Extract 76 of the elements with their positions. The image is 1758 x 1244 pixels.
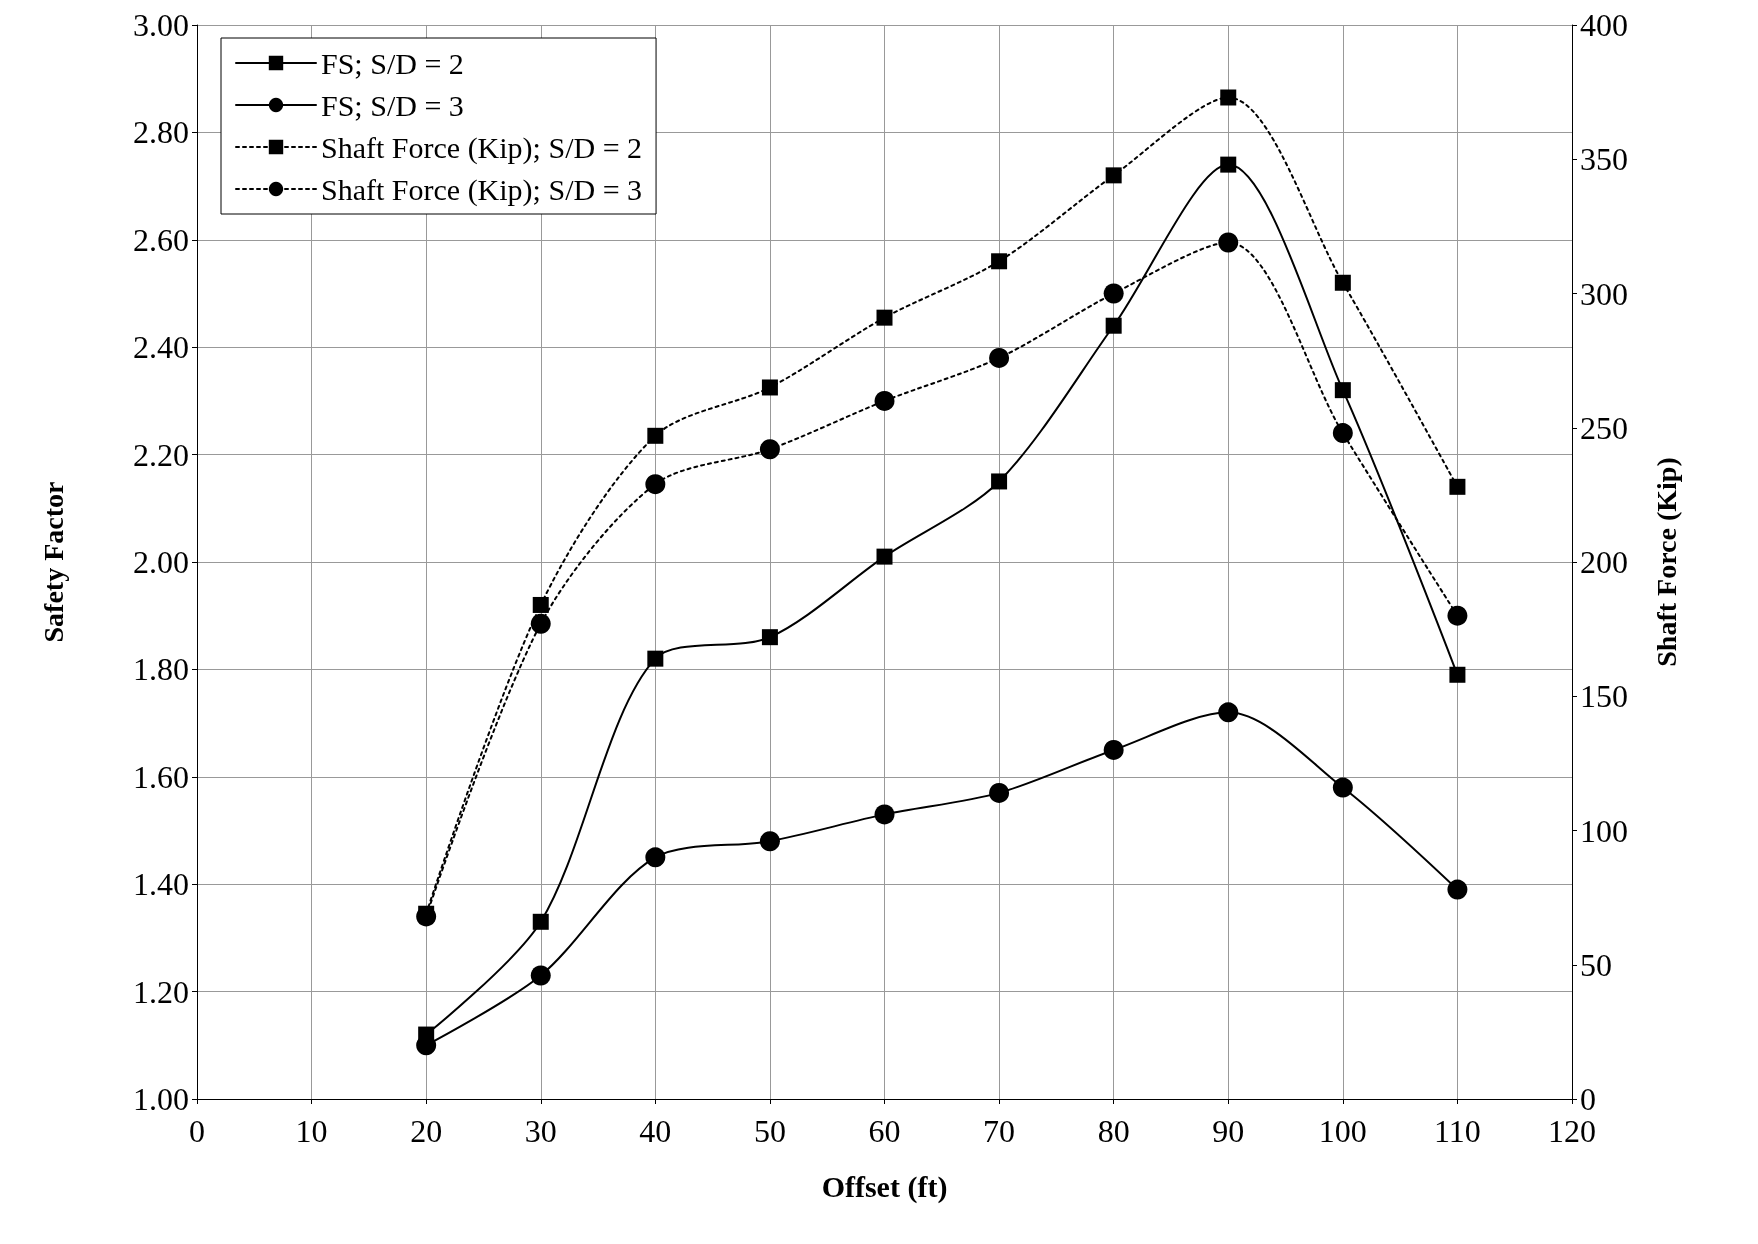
y-tick-label: 2.20 bbox=[133, 436, 189, 473]
y-tick-label: 1.60 bbox=[133, 758, 189, 795]
legend-label: FS; S/D = 3 bbox=[321, 88, 464, 122]
y2-tick-label: 350 bbox=[1580, 141, 1628, 178]
y-tick-label: 1.20 bbox=[133, 973, 189, 1010]
x-tick-label: 20 bbox=[410, 1113, 443, 1149]
y-tick-label: 1.00 bbox=[133, 1081, 189, 1117]
x-tick-label: 80 bbox=[1097, 1113, 1130, 1149]
legend-label: Shaft Force (Kip); S/D = 2 bbox=[321, 130, 643, 165]
y-tick-label: 2.60 bbox=[133, 221, 189, 258]
y2-tick-label: 100 bbox=[1580, 812, 1628, 849]
point bbox=[761, 629, 778, 646]
point bbox=[1103, 283, 1124, 304]
y2-tick-label: 250 bbox=[1580, 409, 1628, 446]
point bbox=[1449, 666, 1466, 683]
y2-tick-label: 300 bbox=[1580, 275, 1628, 312]
y-tick-label: 1.40 bbox=[133, 866, 189, 903]
point bbox=[761, 379, 778, 396]
point bbox=[1220, 89, 1237, 106]
point bbox=[416, 906, 437, 927]
point bbox=[1220, 156, 1237, 173]
point bbox=[991, 253, 1008, 270]
point bbox=[416, 1035, 437, 1056]
point bbox=[1447, 879, 1468, 900]
point bbox=[645, 474, 666, 495]
point bbox=[1105, 167, 1122, 184]
x-axis-title: Offset (ft) bbox=[821, 1169, 948, 1204]
point bbox=[874, 804, 895, 825]
point bbox=[989, 347, 1010, 368]
y2-tick-label: 400 bbox=[1580, 7, 1628, 43]
x-tick-label: 50 bbox=[753, 1113, 786, 1149]
point bbox=[1218, 232, 1239, 253]
point bbox=[1334, 382, 1351, 399]
point bbox=[645, 847, 666, 868]
point bbox=[1332, 777, 1353, 798]
point bbox=[530, 613, 551, 634]
point bbox=[874, 390, 895, 411]
x-tick-label: 70 bbox=[983, 1113, 1016, 1149]
point bbox=[532, 596, 549, 613]
point bbox=[1334, 274, 1351, 291]
x-tick-label: 10 bbox=[295, 1113, 328, 1149]
point bbox=[530, 965, 551, 986]
x-tick-label: 110 bbox=[1434, 1113, 1481, 1149]
y-tick-label: 1.80 bbox=[133, 651, 189, 688]
point bbox=[876, 309, 893, 326]
point bbox=[647, 427, 664, 444]
point bbox=[759, 439, 780, 460]
point bbox=[759, 831, 780, 852]
point bbox=[991, 473, 1008, 490]
x-tick-label: 0 bbox=[189, 1113, 205, 1149]
point bbox=[1332, 423, 1353, 444]
point bbox=[876, 548, 893, 565]
y-tick-label: 2.00 bbox=[133, 544, 189, 580]
legend-label: Shaft Force (Kip); S/D = 3 bbox=[321, 172, 643, 207]
y-tick-label: 2.80 bbox=[133, 114, 189, 151]
x-tick-label: 90 bbox=[1212, 1113, 1245, 1149]
y2-tick-label: 50 bbox=[1580, 946, 1612, 983]
y2-axis-title: Shaft Force (Kip) bbox=[1650, 457, 1682, 667]
y-tick-label: 2.40 bbox=[133, 329, 189, 366]
point bbox=[1218, 702, 1239, 723]
point bbox=[1447, 605, 1468, 626]
x-tick-label: 40 bbox=[639, 1113, 672, 1149]
point bbox=[647, 650, 664, 667]
x-tick-label: 100 bbox=[1318, 1113, 1367, 1149]
y2-tick-label: 150 bbox=[1580, 678, 1628, 715]
point bbox=[1105, 317, 1122, 334]
legend-label: FS; S/D = 2 bbox=[321, 46, 464, 80]
point bbox=[532, 913, 549, 930]
x-tick-label: 60 bbox=[868, 1113, 901, 1149]
point bbox=[1103, 739, 1124, 760]
y-tick-label: 3.00 bbox=[133, 7, 189, 43]
point bbox=[989, 782, 1010, 803]
point bbox=[1449, 478, 1466, 495]
y2-tick-label: 200 bbox=[1580, 544, 1628, 580]
y-axis-title: Safety Factor bbox=[37, 481, 69, 643]
x-tick-label: 30 bbox=[524, 1113, 557, 1149]
